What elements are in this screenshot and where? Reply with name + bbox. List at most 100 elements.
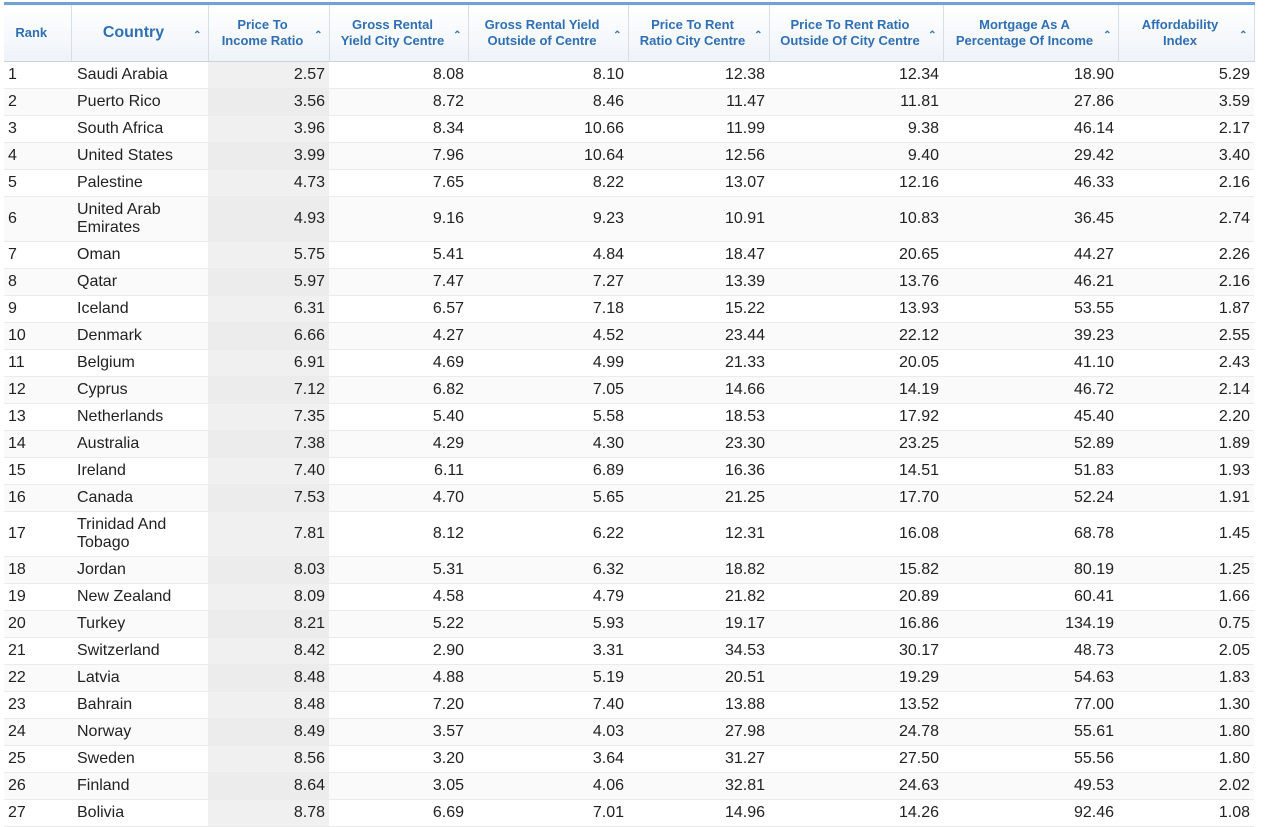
cell-country: Trinidad And Tobago [71, 511, 208, 557]
cell-mortgage: 55.61 [943, 718, 1118, 746]
cell-affordability: 1.80 [1118, 745, 1254, 773]
cell-price-to-income: 8.21 [208, 610, 329, 638]
cell-gross-yield-outside: 6.32 [468, 556, 628, 584]
column-header-rank[interactable]: Rank [4, 2, 72, 62]
table-row: 7 Oman 5.75 5.41 4.84 18.47 20.65 44.27 2.26 [4, 241, 1254, 269]
cell-gross-yield-city: 4.69 [329, 349, 468, 377]
cell-price-to-rent-outside: 15.82 [769, 556, 943, 584]
cell-affordability: 1.83 [1118, 664, 1254, 692]
cell-gross-yield-outside: 7.27 [468, 268, 628, 296]
cell-price-to-rent-outside: 24.63 [769, 772, 943, 800]
cell-gross-yield-outside: 8.22 [468, 169, 628, 197]
cell-price-to-rent-outside: 16.08 [769, 511, 943, 557]
cell-country: Qatar [71, 268, 208, 296]
cell-price-to-rent-outside: 12.16 [769, 169, 943, 197]
cell-price-to-rent-outside: 17.92 [769, 403, 943, 431]
cell-country: Sweden [71, 745, 208, 773]
column-header-mortgage[interactable]: Mortgage As A Percentage Of Income ⌃ [943, 2, 1119, 62]
cell-affordability: 2.20 [1118, 403, 1254, 431]
cell-price-to-income: 8.78 [208, 799, 329, 827]
cell-gross-yield-outside: 7.01 [468, 799, 628, 827]
cell-rank: 3 [4, 115, 71, 143]
cell-mortgage: 53.55 [943, 295, 1118, 323]
cell-mortgage: 54.63 [943, 664, 1118, 692]
cell-affordability: 2.14 [1118, 376, 1254, 404]
cell-mortgage: 46.33 [943, 169, 1118, 197]
column-header-gross-yield-city[interactable]: Gross Rental Yield City Centre ⌃ [329, 2, 469, 62]
column-header-price-to-rent-outside[interactable]: Price To Rent Ratio Outside Of City Cent… [769, 2, 944, 62]
cell-price-to-rent-outside: 27.50 [769, 745, 943, 773]
table-row: 21 Switzerland 8.42 2.90 3.31 34.53 30.17 48.73… [4, 637, 1254, 665]
table-row: 19 New Zealand 8.09 4.58 4.79 21.82 20.89 60.41… [4, 583, 1254, 611]
cell-price-to-income: 3.56 [208, 88, 329, 116]
cell-country: Puerto Rico [71, 88, 208, 116]
table-row: 27 Bolivia 8.78 6.69 7.01 14.96 14.26 92.46 1.08 [4, 799, 1254, 827]
cell-rank: 27 [4, 799, 71, 827]
cell-mortgage: 60.41 [943, 583, 1118, 611]
cell-mortgage: 77.00 [943, 691, 1118, 719]
cell-price-to-rent-outside: 20.05 [769, 349, 943, 377]
cell-country: New Zealand [71, 583, 208, 611]
table-row: 10 Denmark 6.66 4.27 4.52 23.44 22.12 39.23 2.55 [4, 322, 1254, 350]
cell-gross-yield-outside: 5.19 [468, 664, 628, 692]
cell-price-to-rent-outside: 22.12 [769, 322, 943, 350]
cell-gross-yield-outside: 4.52 [468, 322, 628, 350]
cell-rank: 25 [4, 745, 71, 773]
cell-gross-yield-outside: 4.84 [468, 241, 628, 269]
header-label: Rank [15, 25, 48, 40]
cell-affordability: 1.91 [1118, 484, 1254, 512]
cell-affordability: 2.05 [1118, 637, 1254, 665]
column-header-country[interactable]: Country ⌃ [71, 2, 209, 62]
cell-affordability: 1.80 [1118, 718, 1254, 746]
cell-price-to-rent-city: 18.47 [628, 241, 769, 269]
cell-country: Jordan [71, 556, 208, 584]
sort-arrow-icon: ⌃ [453, 30, 462, 41]
cell-rank: 23 [4, 691, 71, 719]
cell-price-to-rent-outside: 13.76 [769, 268, 943, 296]
cell-gross-yield-city: 3.57 [329, 718, 468, 746]
cell-affordability: 2.17 [1118, 115, 1254, 143]
cell-country: South Africa [71, 115, 208, 143]
column-header-price-to-income[interactable]: Price To Income Ratio ⌃ [208, 2, 330, 62]
cell-gross-yield-city: 8.08 [329, 61, 468, 89]
cell-gross-yield-city: 3.05 [329, 772, 468, 800]
cell-gross-yield-outside: 8.10 [468, 61, 628, 89]
table-row: 16 Canada 7.53 4.70 5.65 21.25 17.70 52.24 1.91 [4, 484, 1254, 512]
column-header-affordability[interactable]: Affordability Index ⌃ [1118, 2, 1255, 62]
cell-price-to-rent-outside: 24.78 [769, 718, 943, 746]
cell-gross-yield-outside: 6.89 [468, 457, 628, 485]
cell-rank: 21 [4, 637, 71, 665]
cell-price-to-rent-city: 18.53 [628, 403, 769, 431]
cell-price-to-rent-outside: 19.29 [769, 664, 943, 692]
sort-arrow-icon: ⌃ [1239, 30, 1248, 41]
cell-gross-yield-outside: 7.05 [468, 376, 628, 404]
cell-mortgage: 92.46 [943, 799, 1118, 827]
cell-price-to-rent-city: 18.82 [628, 556, 769, 584]
cell-price-to-income: 6.91 [208, 349, 329, 377]
cell-gross-yield-outside: 4.79 [468, 583, 628, 611]
header-label: Gross Rental Yield Outside of Centre [484, 17, 600, 48]
cell-affordability: 2.74 [1118, 196, 1254, 242]
table-row: 26 Finland 8.64 3.05 4.06 32.81 24.63 49.53 2.02 [4, 772, 1254, 800]
cell-mortgage: 46.21 [943, 268, 1118, 296]
column-header-gross-yield-outside[interactable]: Gross Rental Yield Outside of Centre ⌃ [468, 2, 629, 62]
cell-gross-yield-outside: 8.46 [468, 88, 628, 116]
cell-price-to-rent-city: 11.47 [628, 88, 769, 116]
column-header-price-to-rent-city[interactable]: Price To Rent Ratio City Centre ⌃ [628, 2, 770, 62]
cell-price-to-income: 2.57 [208, 61, 329, 89]
cell-affordability: 2.26 [1118, 241, 1254, 269]
cell-country: United States [71, 142, 208, 170]
cell-price-to-rent-outside: 14.51 [769, 457, 943, 485]
cell-gross-yield-city: 5.40 [329, 403, 468, 431]
cell-price-to-rent-city: 27.98 [628, 718, 769, 746]
cell-country: Denmark [71, 322, 208, 350]
cell-price-to-income: 5.75 [208, 241, 329, 269]
cell-price-to-income: 8.48 [208, 691, 329, 719]
cell-price-to-rent-city: 34.53 [628, 637, 769, 665]
cell-price-to-rent-outside: 9.38 [769, 115, 943, 143]
cell-gross-yield-city: 4.27 [329, 322, 468, 350]
cell-rank: 22 [4, 664, 71, 692]
header-label: Price To Rent Ratio Outside Of City Cent… [780, 17, 920, 48]
cell-price-to-income: 7.38 [208, 430, 329, 458]
cell-affordability: 3.59 [1118, 88, 1254, 116]
